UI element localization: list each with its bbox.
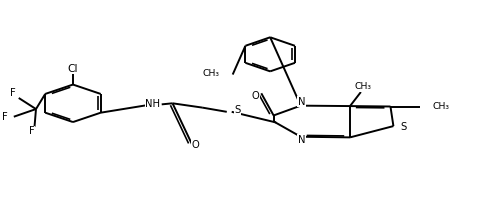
Text: F: F	[29, 127, 35, 136]
Text: F: F	[2, 112, 8, 122]
Text: O: O	[192, 140, 200, 150]
Text: S: S	[235, 105, 241, 115]
Text: CH₃: CH₃	[432, 102, 449, 111]
Text: Cl: Cl	[68, 64, 78, 73]
Text: S: S	[400, 122, 406, 132]
Text: N: N	[298, 135, 306, 145]
Text: O: O	[251, 92, 259, 101]
Text: F: F	[10, 88, 16, 98]
Text: NH: NH	[145, 99, 160, 109]
Text: CH₃: CH₃	[355, 82, 372, 91]
Text: CH₃: CH₃	[203, 69, 219, 78]
Text: N: N	[298, 97, 306, 107]
